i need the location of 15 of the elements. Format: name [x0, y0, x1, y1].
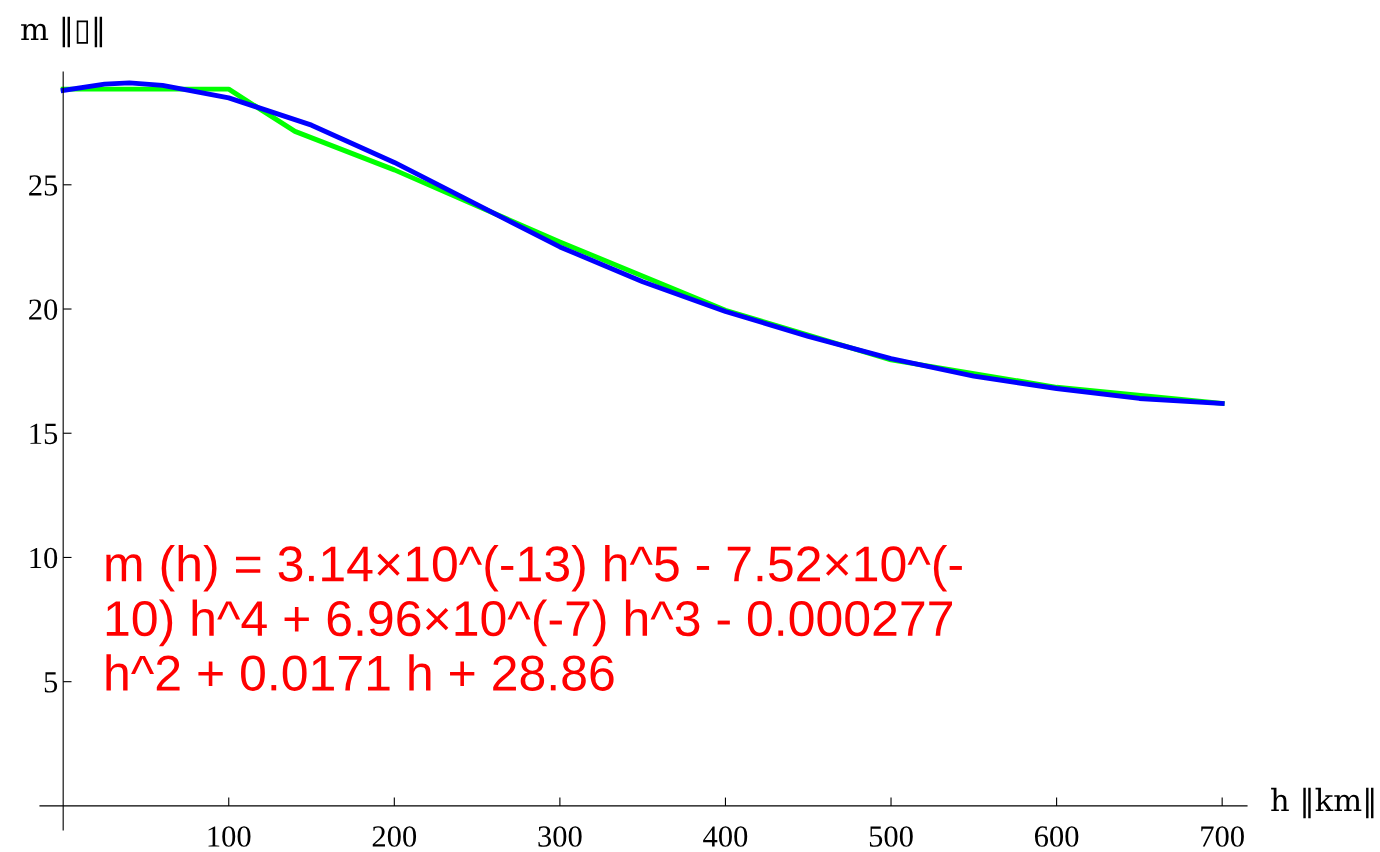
y-axis-title: m ‖▯‖	[21, 16, 103, 48]
y-tick-label: 15	[30, 423, 58, 445]
x-tick-label: 200	[372, 826, 417, 847]
x-tick-label: 600	[1034, 826, 1079, 847]
x-tick-label: 400	[703, 826, 748, 847]
x-tick-label: 700	[1201, 826, 1244, 847]
annotation: m (h) = 3.14×10^(-13) h^5 - 7.52×10^(- 10) h^4 + 6.96×10^(-7) h^3 - 0.000277 h^2 + 0.0171 h + 28.86	[106, 545, 962, 691]
y-tick-label: 10	[30, 547, 58, 569]
x-tick-label: 100	[208, 826, 251, 847]
x-axis-title: h ‖km‖	[1271, 787, 1374, 819]
y-tick-label: 25	[29, 175, 58, 196]
y-tick-label: 5	[44, 672, 58, 693]
x-tick-label: 300	[538, 826, 582, 847]
x-tick-label: 500	[869, 826, 913, 847]
y-tick-label: 20	[29, 299, 58, 320]
